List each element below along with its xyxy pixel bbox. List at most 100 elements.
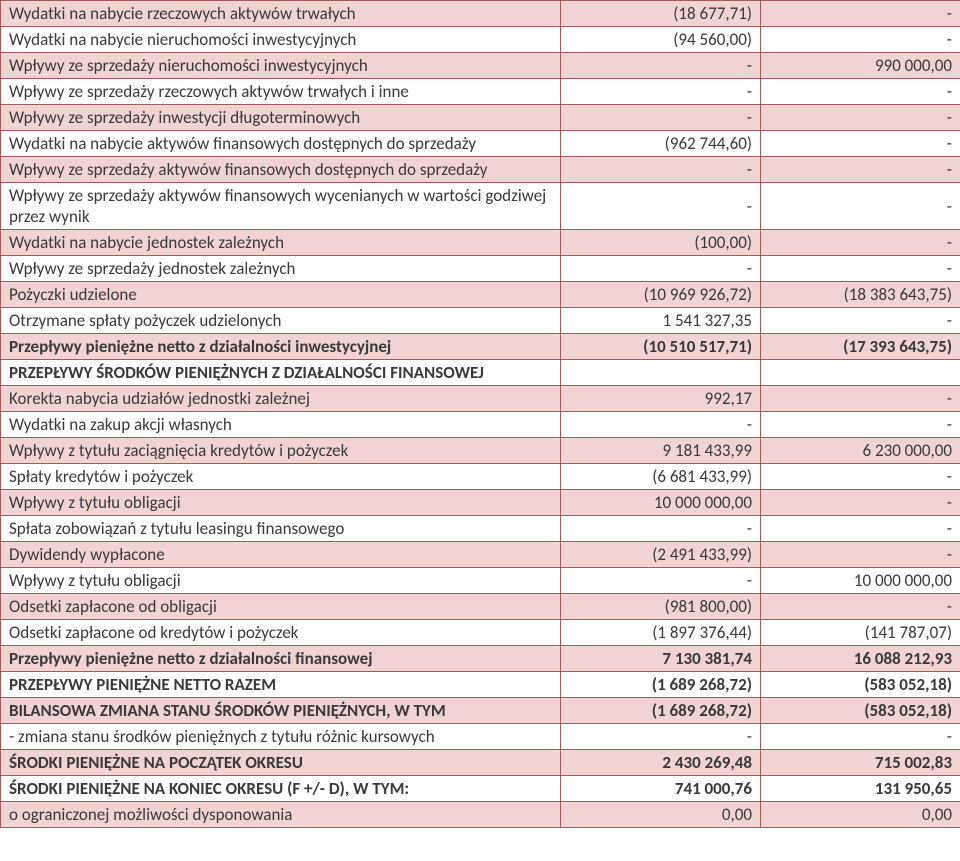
table-row: Wpływy ze sprzedaży rzeczowych aktywów t…	[1, 79, 960, 105]
row-value-2: 10 000 000,00	[761, 568, 960, 594]
row-value-2: -	[761, 308, 960, 334]
row-value-2: (583 052,18)	[761, 672, 960, 698]
row-label: Pożyczki udzielone	[1, 282, 561, 308]
row-label: PRZEPŁYWY ŚRODKÓW PIENIĘŻNYCH Z DZIAŁALN…	[1, 360, 561, 386]
table-row: ŚRODKI PIENIĘŻNE NA KONIEC OKRESU (F +/-…	[1, 776, 960, 802]
row-value-2: -	[761, 157, 960, 183]
row-value-1: 10 000 000,00	[561, 490, 761, 516]
row-value-2: -	[761, 490, 960, 516]
table-row: Wpływy z tytułu obligacji-10 000 000,00	[1, 568, 960, 594]
row-label: Odsetki zapłacone od kredytów i pożyczek	[1, 620, 561, 646]
row-label: ŚRODKI PIENIĘŻNE NA POCZĄTEK OKRESU	[1, 750, 561, 776]
row-value-1: (1 689 268,72)	[561, 672, 761, 698]
row-value-2: 0,00	[761, 802, 960, 828]
table-row: Wydatki na nabycie rzeczowych aktywów tr…	[1, 1, 960, 27]
table-row: Wpływy ze sprzedaży inwestycji długoterm…	[1, 105, 960, 131]
row-value-2: (583 052,18)	[761, 698, 960, 724]
row-value-1: (94 560,00)	[561, 27, 761, 53]
row-value-2	[761, 360, 960, 386]
row-value-1: 1 541 327,35	[561, 308, 761, 334]
row-label: o ograniczonej możliwości dysponowania	[1, 802, 561, 828]
table-row: Spłaty kredytów i pożyczek(6 681 433,99)…	[1, 464, 960, 490]
table-row: Przepływy pieniężne netto z działalności…	[1, 334, 960, 360]
row-label: Wpływy z tytułu zaciągnięcia kredytów i …	[1, 438, 561, 464]
row-value-1: -	[561, 516, 761, 542]
row-value-2: -	[761, 594, 960, 620]
row-label: Wpływy ze sprzedaży aktywów finansowych …	[1, 157, 561, 183]
table-row: Wpływy z tytułu obligacji10 000 000,00-	[1, 490, 960, 516]
row-value-2: -	[761, 542, 960, 568]
row-value-2: -	[761, 256, 960, 282]
row-value-2: -	[761, 464, 960, 490]
row-value-1: (6 681 433,99)	[561, 464, 761, 490]
table-row: Wpływy ze sprzedaży nieruchomości inwest…	[1, 53, 960, 79]
table-row: BILANSOWA ZMIANA STANU ŚRODKÓW PIENIĘŻNY…	[1, 698, 960, 724]
table-row: Pożyczki udzielone(10 969 926,72)(18 383…	[1, 282, 960, 308]
table-row: Wpływy ze sprzedaży aktywów finansowych …	[1, 183, 960, 230]
row-value-2: -	[761, 724, 960, 750]
table-row: - zmiana stanu środków pieniężnych z tyt…	[1, 724, 960, 750]
table-row: Spłata zobowiązań z tytułu leasingu fina…	[1, 516, 960, 542]
row-value-2: -	[761, 131, 960, 157]
row-value-1	[561, 360, 761, 386]
row-value-2: -	[761, 79, 960, 105]
row-value-1: -	[561, 724, 761, 750]
row-label: Korekta nabycia udziałów jednostki zależ…	[1, 386, 561, 412]
row-label: Spłaty kredytów i pożyczek	[1, 464, 561, 490]
row-label: Spłata zobowiązań z tytułu leasingu fina…	[1, 516, 561, 542]
row-value-2: 16 088 212,93	[761, 646, 960, 672]
table-row: ŚRODKI PIENIĘŻNE NA POCZĄTEK OKRESU2 430…	[1, 750, 960, 776]
row-value-1: -	[561, 256, 761, 282]
row-label: Otrzymane spłaty pożyczek udzielonych	[1, 308, 561, 334]
row-value-1: -	[561, 105, 761, 131]
row-value-1: -	[561, 53, 761, 79]
row-value-1: -	[561, 412, 761, 438]
row-label: - zmiana stanu środków pieniężnych z tyt…	[1, 724, 561, 750]
row-label: BILANSOWA ZMIANA STANU ŚRODKÓW PIENIĘŻNY…	[1, 698, 561, 724]
row-value-1: -	[561, 568, 761, 594]
row-value-2: -	[761, 230, 960, 256]
row-value-1: -	[561, 183, 761, 230]
row-label: Wydatki na nabycie aktywów finansowych d…	[1, 131, 561, 157]
row-value-2: (18 383 643,75)	[761, 282, 960, 308]
row-value-2: 6 230 000,00	[761, 438, 960, 464]
row-label: Odsetki zapłacone od obligacji	[1, 594, 561, 620]
row-value-2: 715 002,83	[761, 750, 960, 776]
row-label: PRZEPŁYWY PIENIĘŻNE NETTO RAZEM	[1, 672, 561, 698]
table-row: Wpływy ze sprzedaży jednostek zależnych-…	[1, 256, 960, 282]
row-value-1: -	[561, 157, 761, 183]
row-value-2: (141 787,07)	[761, 620, 960, 646]
row-label: Wpływy ze sprzedaży nieruchomości inwest…	[1, 53, 561, 79]
row-value-2: -	[761, 386, 960, 412]
row-label: Wpływy ze sprzedaży aktywów finansowych …	[1, 183, 561, 230]
row-value-2: -	[761, 412, 960, 438]
row-label: ŚRODKI PIENIĘŻNE NA KONIEC OKRESU (F +/-…	[1, 776, 561, 802]
row-value-2: -	[761, 183, 960, 230]
row-label: Przepływy pieniężne netto z działalności…	[1, 334, 561, 360]
row-label: Wpływy ze sprzedaży rzeczowych aktywów t…	[1, 79, 561, 105]
row-value-1: 741 000,76	[561, 776, 761, 802]
row-label: Wpływy ze sprzedaży jednostek zależnych	[1, 256, 561, 282]
table-row: Przepływy pieniężne netto z działalności…	[1, 646, 960, 672]
table-row: Wpływy ze sprzedaży aktywów finansowych …	[1, 157, 960, 183]
table-row: PRZEPŁYWY ŚRODKÓW PIENIĘŻNYCH Z DZIAŁALN…	[1, 360, 960, 386]
row-label: Wpływy z tytułu obligacji	[1, 568, 561, 594]
table-row: Odsetki zapłacone od kredytów i pożyczek…	[1, 620, 960, 646]
row-value-2: -	[761, 27, 960, 53]
row-label: Wydatki na nabycie rzeczowych aktywów tr…	[1, 1, 561, 27]
row-value-1: (981 800,00)	[561, 594, 761, 620]
financial-table: Wydatki na nabycie rzeczowych aktywów tr…	[0, 0, 960, 828]
table-row: Wpływy z tytułu zaciągnięcia kredytów i …	[1, 438, 960, 464]
row-value-1: (2 491 433,99)	[561, 542, 761, 568]
row-value-1: (1 689 268,72)	[561, 698, 761, 724]
row-value-2: -	[761, 1, 960, 27]
row-value-2: -	[761, 105, 960, 131]
row-value-1: (1 897 376,44)	[561, 620, 761, 646]
row-value-1: (100,00)	[561, 230, 761, 256]
row-value-1: (962 744,60)	[561, 131, 761, 157]
row-value-1: 992,17	[561, 386, 761, 412]
row-label: Przepływy pieniężne netto z działalności…	[1, 646, 561, 672]
table-row: Wydatki na nabycie nieruchomości inwesty…	[1, 27, 960, 53]
table-row: Wydatki na nabycie aktywów finansowych d…	[1, 131, 960, 157]
row-value-1: 2 430 269,48	[561, 750, 761, 776]
